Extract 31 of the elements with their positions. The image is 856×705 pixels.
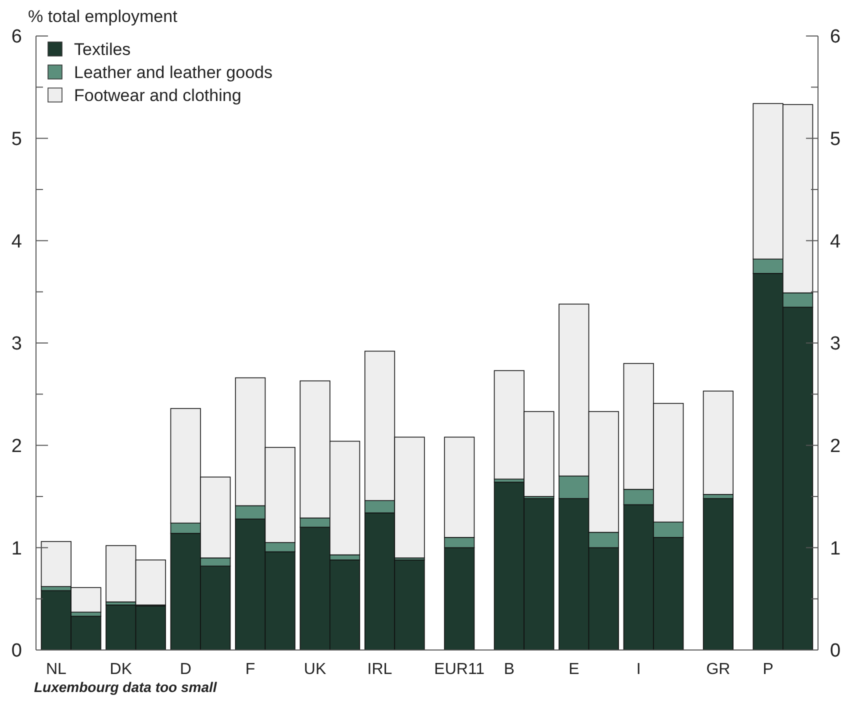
- x-tick-label: I: [636, 661, 641, 678]
- y-tick-label: 2: [11, 436, 22, 457]
- text: Luxembourg data too small: [34, 679, 218, 695]
- y-axis-title: % total employment: [28, 7, 178, 26]
- x-tick-label: P: [762, 661, 774, 678]
- x-tick-label: NL: [46, 661, 67, 678]
- y2-tick-label: 1: [830, 538, 841, 560]
- x-tick-label: E: [568, 661, 580, 678]
- x-tick-label: F: [245, 661, 256, 678]
- x-tick-label: D: [180, 661, 192, 678]
- legend-label: Leather and leather goods: [74, 62, 272, 82]
- y-tick-label: 1: [11, 538, 22, 560]
- y-tick-label: 0: [11, 640, 22, 662]
- y2-tick-label: 5: [830, 128, 841, 150]
- y2-tick-label: 2: [830, 436, 841, 457]
- legend-label: Footwear and clothing: [74, 86, 242, 105]
- y2-tick-label: 0: [830, 640, 841, 662]
- x-tick-label: IRL: [367, 661, 392, 678]
- y-tick-label: 3: [11, 334, 22, 355]
- x-tick-label: B: [504, 661, 515, 678]
- legend-label: Textiles: [74, 40, 131, 59]
- y-tick-label: 5: [11, 128, 22, 150]
- y2-tick-label: 3: [830, 334, 841, 355]
- x-tick-label: EUR11: [434, 661, 485, 678]
- y2-tick-label: 4: [830, 231, 841, 252]
- x-tick-label: DK: [110, 661, 132, 678]
- y-tick-label: 4: [11, 231, 22, 252]
- y2-tick-label: 6: [830, 26, 841, 48]
- y-tick-label: 6: [11, 26, 22, 48]
- x-tick-label: UK: [304, 661, 326, 678]
- x-tick-label: GR: [706, 661, 730, 678]
